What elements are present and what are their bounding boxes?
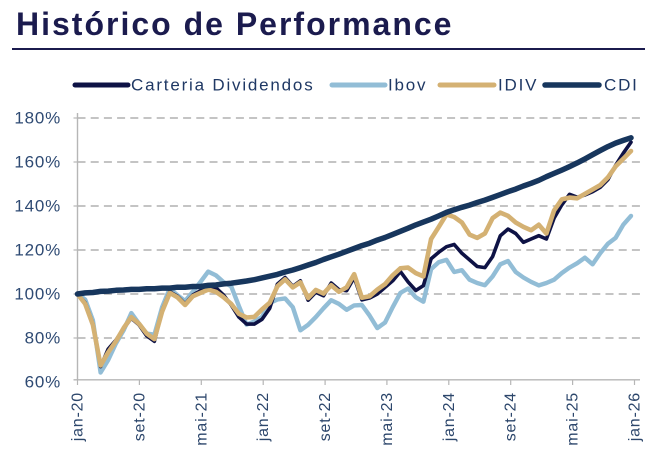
- svg-text:mai-25: mai-25: [565, 392, 582, 446]
- svg-text:100%: 100%: [14, 284, 61, 303]
- svg-text:IDIV: IDIV: [498, 76, 538, 95]
- svg-text:80%: 80%: [25, 328, 61, 347]
- svg-text:160%: 160%: [14, 152, 61, 171]
- svg-text:CDI: CDI: [604, 76, 639, 95]
- svg-text:jan-26: jan-26: [627, 392, 644, 442]
- svg-text:60%: 60%: [25, 372, 61, 391]
- svg-text:jan-22: jan-22: [255, 392, 272, 442]
- svg-text:mai-21: mai-21: [193, 392, 210, 446]
- svg-text:Carteria Dividendos: Carteria Dividendos: [131, 76, 315, 95]
- svg-text:120%: 120%: [14, 240, 61, 259]
- svg-text:140%: 140%: [14, 196, 61, 215]
- svg-text:set-24: set-24: [503, 392, 520, 441]
- svg-text:jan-24: jan-24: [441, 392, 458, 442]
- svg-text:180%: 180%: [14, 108, 61, 127]
- svg-text:set-20: set-20: [131, 392, 148, 441]
- svg-text:set-22: set-22: [317, 392, 334, 441]
- svg-text:Ibov: Ibov: [388, 76, 427, 95]
- svg-text:jan-20: jan-20: [70, 392, 87, 442]
- svg-text:mai-23: mai-23: [379, 392, 396, 446]
